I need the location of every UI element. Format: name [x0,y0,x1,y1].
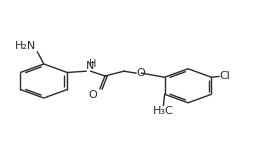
Text: Cl: Cl [219,71,230,81]
Text: O: O [136,68,145,78]
Text: H₂N: H₂N [15,41,36,51]
Text: N: N [86,61,94,71]
Text: O: O [88,90,97,99]
Text: H₃C: H₃C [152,106,173,116]
Text: H: H [89,59,96,69]
